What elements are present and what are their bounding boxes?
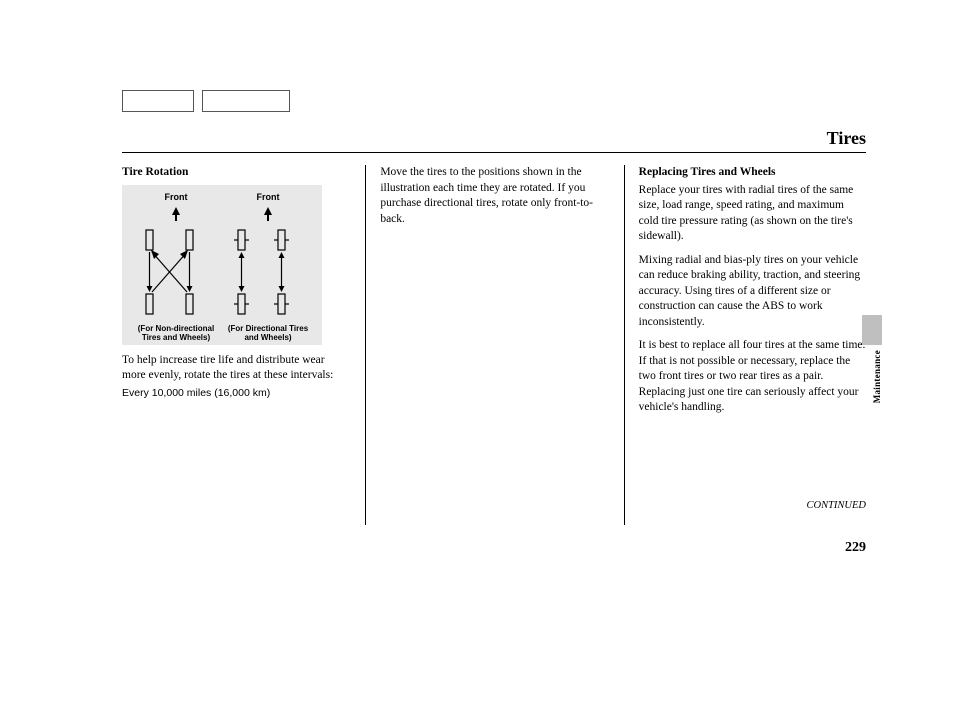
arrow-up-icon: [264, 207, 272, 215]
caption-nondirectional: (For Non-directional Tires and Wheels): [130, 324, 222, 342]
rotation-intro-para: To help increase tire life and distribut…: [122, 353, 349, 384]
caption-directional: (For Directional Tires and Wheels): [222, 324, 314, 342]
replace-para-3: It is best to replace all four tires at …: [639, 338, 866, 416]
rotation-diagram: Front Front: [122, 185, 322, 345]
column-1: Tire Rotation Front Front: [122, 165, 365, 525]
continued-label: CONTINUED: [806, 500, 866, 511]
replace-para-1: Replace your tires with radial tires of …: [639, 183, 866, 245]
front-arrows: [130, 205, 314, 221]
arrow-up-icon: [172, 207, 180, 215]
section-tab: [862, 315, 882, 345]
page: Tires Tire Rotation Front Front: [0, 0, 954, 710]
front-label-right: Front: [222, 191, 314, 203]
tire-rotation-heading: Tire Rotation: [122, 165, 349, 181]
page-number: 229: [845, 540, 866, 556]
top-nav-boxes: [122, 90, 866, 112]
replace-para-2: Mixing radial and bias-ply tires on your…: [639, 253, 866, 331]
replacing-heading: Replacing Tires and Wheels: [639, 165, 866, 181]
column-3: Replacing Tires and Wheels Replace your …: [624, 165, 866, 525]
content-columns: Tire Rotation Front Front: [122, 165, 866, 525]
page-title: Tires: [827, 128, 866, 148]
front-label-left: Front: [130, 191, 222, 203]
nav-box-1: [122, 90, 194, 112]
rotation-svg: [130, 224, 314, 320]
front-labels: Front Front: [130, 191, 314, 203]
section-label: Maintenance: [872, 350, 882, 403]
diagram-captions: (For Non-directional Tires and Wheels) (…: [130, 324, 314, 342]
nav-box-2: [202, 90, 290, 112]
move-tires-para: Move the tires to the positions shown in…: [380, 165, 607, 227]
title-row: Tires: [122, 128, 866, 153]
column-2: Move the tires to the positions shown in…: [365, 165, 623, 525]
rotation-interval: Every 10,000 miles (16,000 km): [122, 386, 349, 400]
